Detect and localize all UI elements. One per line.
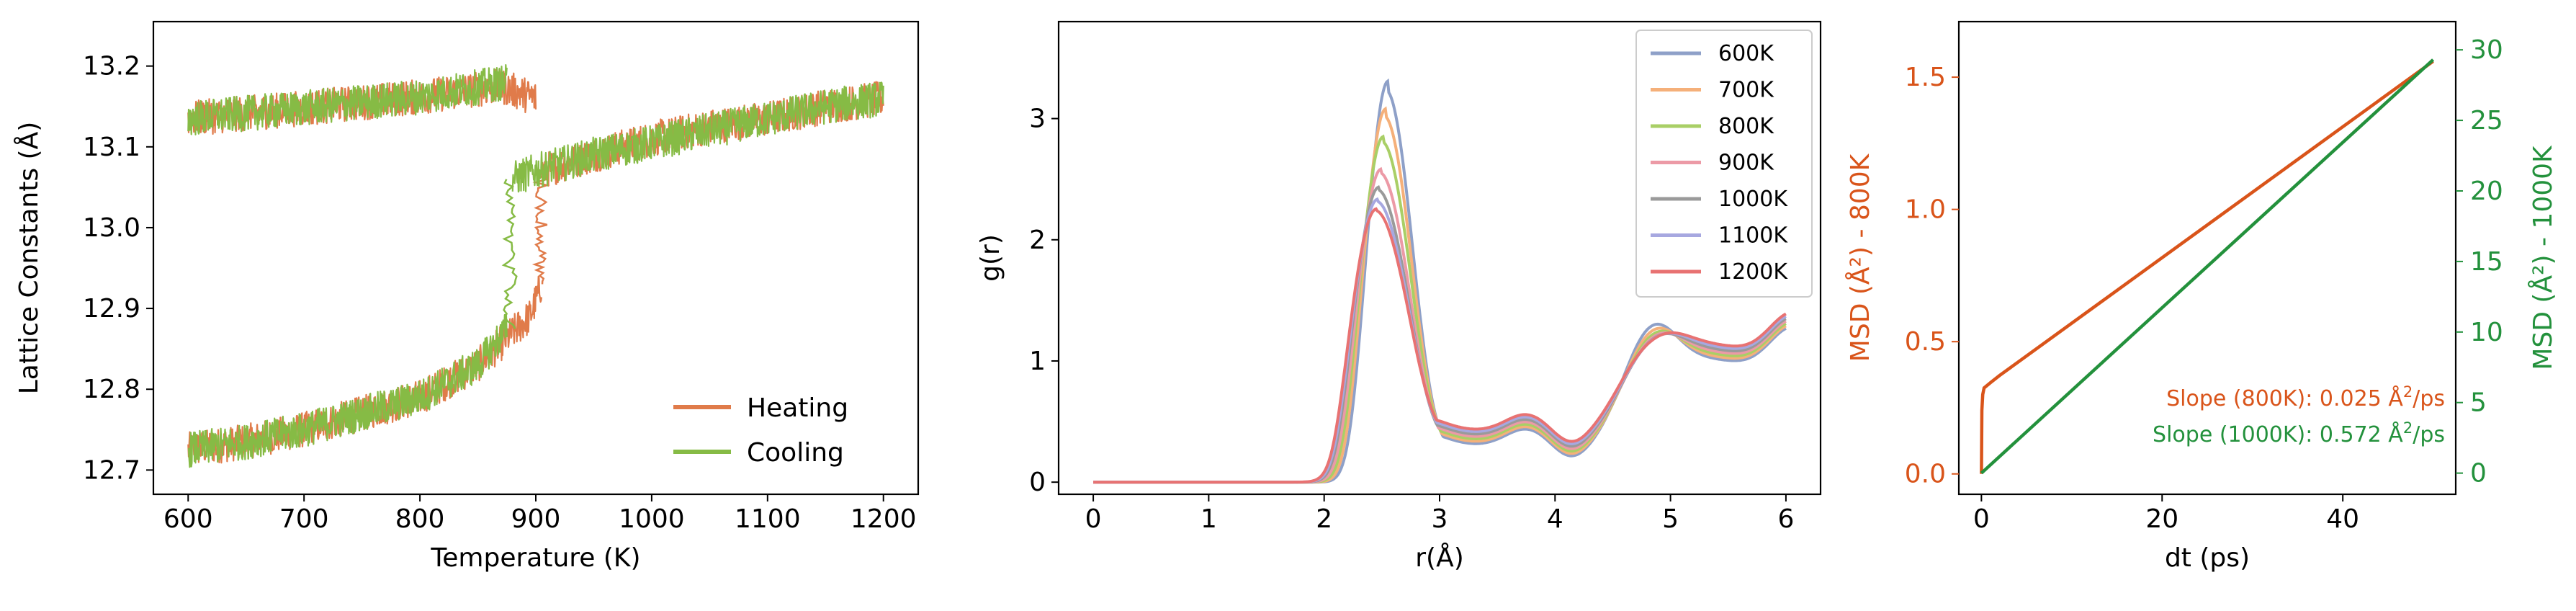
y-tick-label: 0.0 xyxy=(1905,460,1946,489)
x-tick-label: 40 xyxy=(2326,504,2359,534)
x-tick-label: 600 xyxy=(163,504,213,534)
series-1200k xyxy=(1093,207,1787,484)
x-tick-label: 0 xyxy=(1973,504,1990,534)
x-tick-label: 800 xyxy=(395,504,445,534)
slope-annotation-sup: 2 xyxy=(2403,383,2413,401)
y-tick-label: 12.9 xyxy=(83,294,140,324)
y-right-tick-label: 25 xyxy=(2470,106,2503,135)
legend-label: 900K xyxy=(1718,151,1774,176)
legend-box xyxy=(1635,30,1813,298)
x-axis-label: dt (ps) xyxy=(2165,543,2250,573)
legend-label: 1000K xyxy=(1718,187,1788,212)
y-tick-label: 0.5 xyxy=(1905,327,1946,357)
legend: 600K 700K 800K 900K 1000K 1100K 1200K xyxy=(1635,30,1813,298)
slope-annotation-text: Slope (1000K): 0.572 Å xyxy=(2153,422,2403,447)
y-right-tick-label: 5 xyxy=(2470,388,2487,418)
x-tick-label: 20 xyxy=(2145,504,2178,534)
x-tick-label: 2 xyxy=(1316,504,1332,534)
series-cooling xyxy=(187,64,884,468)
y-axis-label: Lattice Constants (Å) xyxy=(13,122,44,395)
slope-annotation: Slope (1000K): 0.572 Å2/ps xyxy=(2153,419,2445,447)
legend-label: 700K xyxy=(1718,78,1774,103)
y-axis-label: g(r) xyxy=(976,234,1005,282)
legend-label: Cooling xyxy=(747,438,844,468)
y-right-tick-label: 0 xyxy=(2470,459,2487,489)
y-tick-label: 3 xyxy=(1029,104,1046,134)
msd-panel: 0 20 40 0.0 0.5 1.0 1.5 dt (ps) MSD (Å²) - 800K 0… xyxy=(1844,20,2558,573)
series-1000k xyxy=(1980,58,2435,475)
x-tick-label: 4 xyxy=(1547,504,1563,534)
y-tick-label: 1.0 xyxy=(1905,195,1946,225)
x-axis-label: r(Å) xyxy=(1415,542,1464,573)
y-tick-label: 13.0 xyxy=(83,213,140,243)
series-transition xyxy=(501,179,518,329)
series-800k xyxy=(1980,60,2434,474)
y-tick-label: 12.7 xyxy=(83,455,140,485)
x-tick-label: 5 xyxy=(1662,504,1679,534)
x-tick-label: 900 xyxy=(511,504,561,534)
series-trace xyxy=(187,313,508,468)
y-right-axis-label: MSD (Å²) - 1000K xyxy=(2527,145,2558,370)
legend-label: Heating xyxy=(747,393,848,423)
slope-annotation-sup: 2 xyxy=(2403,419,2413,437)
y-tick-label: 13.1 xyxy=(83,133,140,162)
y-tick-label: 0 xyxy=(1029,468,1046,497)
y-tick-label: 2 xyxy=(1029,226,1046,255)
slope-annotation-unit: /ps xyxy=(2413,422,2445,447)
x-tick-label: 3 xyxy=(1432,504,1448,534)
legend-label: 1200K xyxy=(1718,259,1788,285)
y-tick-label: 13.2 xyxy=(83,52,140,81)
x-tick-label: 1000 xyxy=(619,504,685,534)
x-tick-label: 1 xyxy=(1201,504,1217,534)
y-tick-label: 1 xyxy=(1029,347,1046,376)
series-transition xyxy=(531,170,550,285)
x-axis-label: Temperature (K) xyxy=(430,543,640,573)
x-tick-label: 1100 xyxy=(735,504,801,534)
legend-label: 800K xyxy=(1718,114,1774,139)
y-tick-label: 12.8 xyxy=(83,375,140,404)
y-axis-label: MSD (Å²) - 800K xyxy=(1844,153,1875,362)
legend: Heating Cooling xyxy=(673,393,848,468)
y-right-tick-label: 10 xyxy=(2470,318,2503,347)
y-right-tick-label: 30 xyxy=(2470,35,2503,65)
x-tick-label: 1200 xyxy=(851,504,917,534)
slope-annotation-unit: /ps xyxy=(2413,386,2445,411)
legend-label: 600K xyxy=(1718,41,1774,66)
y-right-tick-label: 20 xyxy=(2470,177,2503,206)
y-tick-label: 1.5 xyxy=(1905,63,1946,92)
legend-label: 1100K xyxy=(1718,223,1788,249)
x-tick-label: 0 xyxy=(1085,504,1102,534)
series-trace xyxy=(511,81,884,193)
x-tick-label: 6 xyxy=(1777,504,1794,534)
lattice-constant-panel: 600 700 800 900 1000 1100 1200 12.7 12.8 12.9 13.0… xyxy=(13,20,920,573)
slope-annotation-text: Slope (800K): 0.025 Å xyxy=(2166,385,2403,411)
series-trace xyxy=(187,64,508,135)
y-right-tick-label: 15 xyxy=(2470,247,2503,277)
slope-annotation: Slope (800K): 0.025 Å2/ps xyxy=(2166,383,2445,411)
x-tick-label: 700 xyxy=(279,504,329,534)
plot-frame xyxy=(1957,20,2457,496)
rdf-panel: 0 1 2 3 4 5 6 0 1 2 3 r(Å) g(r) 600K 700K 800K 900K 1000K… xyxy=(976,20,1822,573)
